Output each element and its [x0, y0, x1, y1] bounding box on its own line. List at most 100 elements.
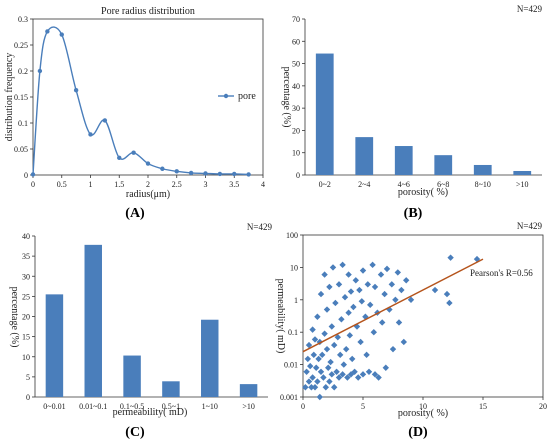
panel-d-data-point [317, 290, 325, 298]
panel-d-x-tick-label: 10 [419, 402, 427, 411]
panel-c-y-tick-label: 40 [22, 232, 30, 241]
panel-d-data-point [340, 361, 347, 368]
panel-d-data-point [407, 296, 415, 303]
panel-b-y-tick-label: 0 [296, 171, 300, 180]
panel-a-data-point [188, 170, 194, 176]
panel-d-fit-line [302, 258, 484, 353]
panel-d-data-point [328, 323, 335, 330]
panel-d-porosity-permeability-scatter: N=429 porosity( %) permeability( mD) 0 5 1… [275, 221, 547, 440]
panel-c-bars [45, 244, 258, 397]
panel-d-y-tick-label: 1 [294, 296, 298, 305]
panel-a-data-point [174, 169, 179, 174]
panel-d-data-point [447, 254, 454, 261]
panel-d-data-point [331, 384, 338, 391]
panel-d-data-point [315, 355, 322, 363]
panel-b-label: (B) [404, 206, 423, 221]
panel-d-data-point [389, 345, 397, 353]
panel-d-ticks: 0 5 10 15 20 0.001 0.01 0.1 1 10 100 [280, 231, 547, 411]
panel-b-y-tick-label: 70 [292, 15, 300, 24]
panel-a-data-point [45, 29, 50, 34]
panel-d-data-point [323, 306, 331, 313]
panel-c-x-tick-label: 0.5~1 [162, 402, 180, 411]
panel-d-data-point [311, 384, 319, 391]
panel-a-data-point [30, 172, 36, 177]
panel-d-x-tick-label: 20 [539, 402, 547, 411]
panel-b-x-tick-label: 2~4 [358, 180, 370, 189]
panel-c-bar [239, 384, 258, 397]
panel-d-y-tick-label: 0.1 [288, 328, 298, 337]
panel-d-x-tick-label: 0 [301, 402, 305, 411]
panel-d-x-tick-label: 15 [479, 402, 487, 411]
panel-d-data-point [345, 309, 352, 316]
panel-b-x-tick-label: >10 [516, 180, 529, 189]
panel-d-data-point [359, 371, 367, 378]
panel-d-data-point [369, 261, 376, 269]
panel-d-data-point [350, 303, 357, 311]
panel-a-title: Pore radius distribution [101, 6, 195, 17]
panel-d-data-point [314, 378, 321, 385]
panel-d-data-point [371, 371, 379, 378]
panel-d-data-point [321, 271, 328, 278]
panel-d-data-point [403, 277, 410, 284]
panel-b-x-axis-label: porosity( %) [398, 187, 448, 198]
panel-a-data-point [59, 32, 64, 37]
panel-c-y-tick-label: 25 [22, 292, 30, 301]
panel-b-y-tick-label: 30 [292, 104, 300, 113]
panel-a-data-point [117, 155, 122, 161]
panel-d-y-tick-label: 0.01 [284, 361, 298, 370]
panel-d-data-point [326, 378, 333, 385]
panel-a-pore-radius-chart: Pore radius distribution radius(μm) dist… [4, 6, 265, 221]
panel-a-x-tick-label: 2 [146, 180, 150, 189]
panel-d-data-point [355, 374, 362, 381]
panel-a-data-point [232, 171, 237, 177]
panel-d-data-point [347, 288, 355, 295]
panel-a-label: (A) [125, 206, 145, 221]
panel-d-data-point [377, 271, 385, 278]
panel-a-legend-marker [223, 93, 229, 99]
panel-c-y-tick-label: 0 [26, 393, 30, 402]
panel-d-data-point [357, 338, 364, 346]
panel-b-y-tick-label: 20 [292, 126, 300, 135]
panel-d-sample-count: N=429 [517, 221, 543, 231]
panel-d-data-point [319, 351, 326, 359]
panel-d-data-point [307, 362, 314, 370]
panel-c-y-tick-label: 5 [26, 373, 30, 382]
panel-d-data-point [323, 345, 331, 353]
panel-c-x-tick-label: 0.01~0.1 [79, 402, 107, 411]
panel-c-x-tick-label: 1~10 [202, 402, 218, 411]
panel-b-y-tick-label: 60 [292, 37, 300, 46]
panel-d-data-point [344, 374, 351, 381]
panel-d-data-point [328, 371, 335, 378]
panel-c-x-axis-label: permeability( mD) [113, 407, 188, 418]
panel-a-y-tick-label: 0 [24, 171, 28, 180]
panel-a-data-point [217, 171, 223, 177]
panel-a-data-point [131, 150, 136, 155]
panel-a-ticks: 0 0.5 1 1.5 2 2.5 3 3.5 4 0 0.05 0.1 0.15 0.2 0.25 0.3 [14, 15, 265, 189]
panel-a-legend-label: pore [238, 91, 256, 102]
panel-a-x-axis-label: radius(μm) [126, 189, 170, 200]
panel-a-data-point [102, 118, 108, 123]
panel-c-bar [45, 294, 64, 397]
panel-c-bar [123, 355, 141, 397]
panel-d-plot-frame [302, 234, 544, 398]
panel-b-x-tick-label: 6~8 [437, 180, 449, 189]
panel-c-bar [84, 244, 102, 397]
panel-d-data-point [325, 364, 332, 371]
panel-d-data-point [303, 368, 310, 375]
panel-b-ticks: 0~2 2~4 4~6 6~8 8~10 >10 0 10 20 30 40 50 60 70 [292, 15, 529, 189]
panel-b-y-tick-label: 10 [292, 149, 300, 158]
panel-d-data-point [341, 294, 349, 301]
panel-d-data-point [304, 355, 311, 363]
panel-c-x-tick-label: 0~0.01 [43, 402, 65, 411]
panel-a-data-point [160, 166, 165, 171]
panel-c-y-tick-label: 35 [22, 252, 30, 261]
panel-c-permeability-histogram: N=429 permeability( mD) percentage (%) 0… [9, 222, 272, 440]
panel-d-data-point [302, 384, 309, 391]
panel-b-y-tick-label: 50 [292, 60, 300, 69]
panel-d-data-point [375, 374, 382, 381]
panel-d-data-point [381, 290, 388, 298]
panel-d-correlation-annotation: Pearson's R=0.56 [470, 268, 533, 278]
panel-c-ticks: 0~0.01 0.01~0.1 0.1~0.5 0.5~1 1~10 >10 0 5 10 15 2… [22, 232, 255, 411]
panel-a-x-tick-label: 2.5 [172, 180, 182, 189]
